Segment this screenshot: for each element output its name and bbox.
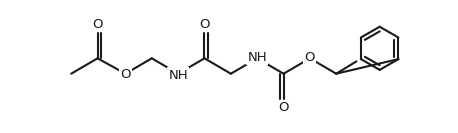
Text: NH: NH <box>247 51 267 64</box>
Text: O: O <box>93 18 103 31</box>
Text: O: O <box>278 101 289 114</box>
Text: O: O <box>199 18 210 31</box>
Text: O: O <box>305 51 315 64</box>
Text: O: O <box>120 68 131 81</box>
Text: NH: NH <box>169 69 188 82</box>
